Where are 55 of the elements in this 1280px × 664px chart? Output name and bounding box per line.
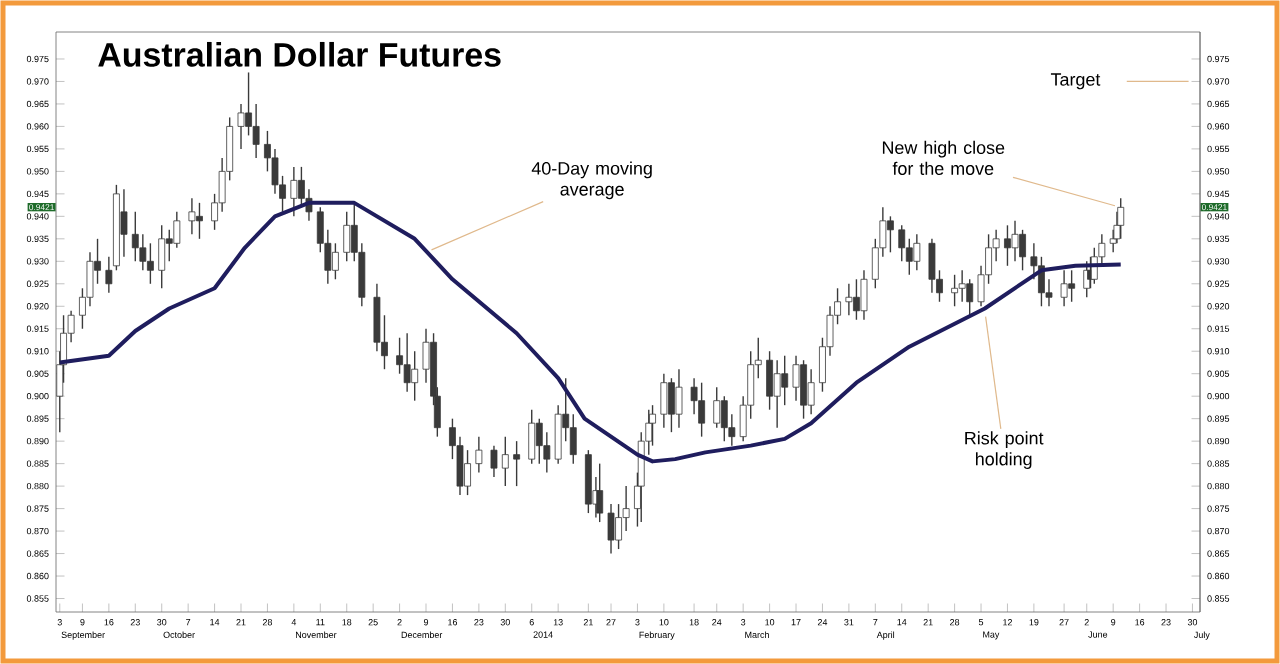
candlestick [845, 283, 853, 316]
candlestick [475, 435, 483, 474]
candlestick [290, 166, 298, 218]
candlestick [158, 224, 166, 289]
candlestick [668, 377, 675, 433]
candlestick [1019, 229, 1026, 271]
candlestick [773, 359, 781, 429]
candlestick [913, 233, 921, 271]
candlestick [898, 224, 906, 262]
candlestick [860, 269, 868, 321]
candlestick [792, 355, 800, 402]
chart-title: Australian Dollar Futures [98, 41, 501, 67]
candlestick [490, 444, 498, 478]
candlestick [331, 242, 339, 280]
candlestick [675, 368, 683, 429]
candlestick [237, 103, 245, 150]
candlestick [649, 404, 656, 447]
candlestick [146, 242, 154, 285]
candlestick [1011, 220, 1019, 262]
candlestick [501, 435, 509, 487]
candlestick [569, 413, 577, 465]
annotation: New high close for the move [882, 140, 1005, 175]
candlestick [196, 202, 203, 240]
candlestick [411, 350, 419, 402]
candlestick [1060, 269, 1068, 307]
candlestick [1117, 197, 1125, 240]
candlestick [713, 386, 721, 429]
candlestick [698, 382, 706, 438]
candlestick [720, 395, 728, 442]
candlestick [781, 355, 789, 406]
annotation: Target [1050, 73, 1101, 90]
candlestick [528, 408, 536, 465]
candlestick [800, 359, 807, 420]
candlestick [886, 215, 894, 254]
candlestick [464, 449, 471, 496]
annotation: 40-Day moving average [531, 161, 652, 200]
annotation: Risk point holding [965, 431, 1044, 469]
candlestick [120, 188, 128, 258]
candlestick [596, 462, 604, 523]
candlestick [343, 211, 351, 262]
candlestick [951, 274, 959, 307]
candlestick [958, 269, 966, 303]
candlestick [188, 197, 196, 236]
candlestick [513, 440, 521, 487]
candlestick [928, 238, 936, 294]
candlestick [660, 373, 668, 429]
candlestick [131, 211, 139, 262]
candlestick [853, 278, 860, 321]
candlestick [1068, 269, 1076, 303]
candlestick [807, 368, 815, 415]
candlestick [535, 417, 543, 465]
candlestick [1004, 224, 1011, 267]
candlestick [403, 332, 411, 393]
candlestick [966, 278, 974, 316]
candlestick [607, 503, 615, 555]
